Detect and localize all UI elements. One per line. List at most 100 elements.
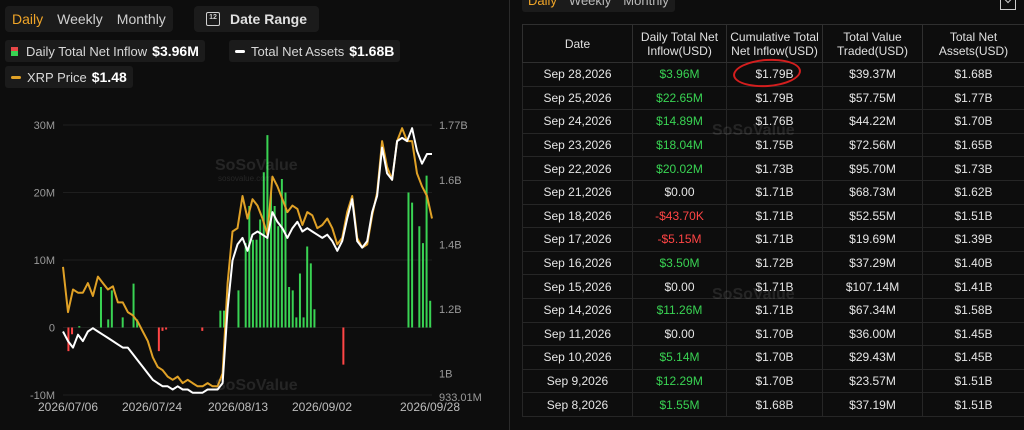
cell-daily-inflow: $0.00 (632, 274, 727, 299)
cell-value-traded: $57.75M (822, 85, 923, 111)
cell-date: Sep 24,2026 (522, 109, 633, 134)
inflow-bar (302, 317, 305, 328)
date-range-label: Date Range (230, 11, 308, 27)
watermark-sub: sosovalue.com (218, 174, 272, 183)
cell-net-assets: $1.41B (922, 274, 1024, 299)
inflow-bar (270, 192, 273, 328)
col-header-value-traded[interactable]: Total Value Traded(USD) (822, 24, 923, 63)
cell-date: Sep 23,2026 (522, 132, 633, 158)
inflow-bar (237, 290, 240, 328)
date-range-button[interactable]: 12 Date Range (194, 6, 319, 32)
cell-value-traded: $19.69M (822, 227, 923, 252)
legend-xrp-price[interactable]: XRP Price $1.48 (5, 66, 133, 88)
inflow-bar (161, 327, 164, 331)
inflow-bar (298, 273, 301, 328)
y-right-tick-label: 1B (439, 368, 452, 380)
cell-cumulative-inflow: $1.71B (726, 227, 823, 252)
inflow-bar (262, 172, 265, 328)
inflow-bar (67, 327, 70, 352)
cell-daily-inflow: $12.29M (632, 368, 727, 394)
cell-daily-inflow: $18.04M (632, 132, 727, 158)
table-tab-daily[interactable]: Daily (528, 0, 557, 8)
legend-daily-inflow[interactable]: Daily Total Net Inflow $3.96M (5, 40, 205, 62)
cell-cumulative-inflow: $1.70B (726, 321, 823, 347)
cell-date: Sep 21,2026 (522, 179, 633, 205)
y-right-tick-label: 1.6B (439, 175, 462, 187)
x-tick-label: 2026/08/13 (208, 400, 268, 414)
table-row: Sep 18,2026 -$43.70K $1.71B $52.55M $1.51B (522, 203, 1024, 229)
legend-inflow-label: Daily Total Net Inflow (26, 43, 148, 59)
col-header-net-assets[interactable]: Total Net Assets(USD) (922, 24, 1024, 63)
y-right-tick-label: 1.4B (439, 239, 462, 251)
x-tick-label: 2026/09/28 (400, 400, 460, 414)
cell-cumulative-inflow: $1.72B (726, 250, 823, 276)
cell-date: Sep 9,2026 (522, 368, 633, 394)
col-header-daily-inflow[interactable]: Daily Total Net Inflow(USD) (632, 24, 727, 63)
cell-date: Sep 8,2026 (522, 392, 633, 417)
table-tab-monthly[interactable]: Monthly (623, 0, 669, 8)
table-row: Sep 21,2026 $0.00 $1.71B $68.73M $1.62B (522, 179, 1024, 205)
cell-value-traded: $68.73M (822, 179, 923, 205)
inflow-bar (136, 319, 139, 328)
y-right-tick-label: 933.01M (439, 392, 482, 404)
cell-cumulative-inflow: $1.76B (726, 109, 823, 134)
cell-daily-inflow: $22.65M (632, 85, 727, 111)
table-row: Sep 25,2026 $22.65M $1.79B $57.75M $1.77B (522, 85, 1024, 111)
inflow-bar (407, 192, 410, 328)
col-header-cumulative-inflow[interactable]: Cumulative Total Net Inflow(USD) (726, 24, 823, 63)
cell-cumulative-inflow: $1.73B (726, 156, 823, 181)
inflow-bar (255, 239, 258, 328)
tab-monthly[interactable]: Monthly (116, 11, 166, 27)
inflow-bar (295, 317, 298, 328)
cell-date: Sep 16,2026 (522, 250, 633, 276)
y-right-tick-label: 1.2B (439, 304, 462, 316)
table-tab-weekly[interactable]: Weekly (568, 0, 612, 8)
tab-weekly[interactable]: Weekly (57, 11, 103, 27)
legend-total-net-assets[interactable]: Total Net Assets $1.68B (229, 40, 401, 62)
col-header-date[interactable]: Date (522, 24, 633, 63)
cell-net-assets: $1.45B (922, 321, 1024, 347)
table-row: Sep 8,2026 $1.55M $1.68B $37.19M $1.51B (522, 392, 1024, 417)
cell-value-traded: $107.14M (822, 274, 923, 299)
tab-daily[interactable]: Daily (12, 11, 44, 27)
cell-value-traded: $95.70M (822, 156, 923, 181)
cell-daily-inflow: $11.26M (632, 297, 727, 323)
cell-net-assets: $1.40B (922, 250, 1024, 276)
bar-swatch-icon (11, 46, 18, 56)
cell-value-traded: $23.57M (822, 368, 923, 394)
cell-daily-inflow: -$43.70K (632, 203, 727, 229)
cell-date: Sep 28,2026 (522, 62, 633, 87)
table-row: Sep 22,2026 $20.02M $1.73B $95.70M $1.73B (522, 156, 1024, 181)
cell-daily-inflow: $0.00 (632, 179, 727, 205)
cell-cumulative-inflow: $1.79B (726, 85, 823, 111)
y-left-tick-label: 10M (34, 255, 55, 267)
timeframe-tabs: Daily Weekly Monthly (5, 6, 173, 32)
cell-value-traded: $29.43M (822, 345, 923, 370)
inflow-bar (71, 327, 74, 335)
cell-cumulative-inflow: $1.71B (726, 297, 823, 323)
inflow-bar (313, 309, 316, 328)
cell-value-traded: $39.37M (822, 62, 923, 87)
cell-cumulative-inflow: $1.79B (726, 62, 823, 87)
table-row: Sep 23,2026 $18.04M $1.75B $72.56M $1.65B (522, 132, 1024, 158)
cell-cumulative-inflow: $1.68B (726, 392, 823, 417)
cell-value-traded: $37.19M (822, 392, 923, 417)
table-header-row: Date Daily Total Net Inflow(USD) Cumulat… (522, 24, 1024, 63)
legend-inflow-value: $3.96M (152, 43, 199, 59)
cell-daily-inflow: $14.89M (632, 109, 727, 134)
inflow-bar (222, 310, 225, 328)
inflow-bar (201, 327, 204, 331)
inflow-bar (248, 206, 251, 328)
inflow-bar (306, 246, 309, 328)
download-icon[interactable] (1000, 0, 1016, 10)
inflow-bar (277, 226, 280, 328)
cell-net-assets: $1.39B (922, 227, 1024, 252)
inflow-bar (219, 310, 222, 328)
cell-daily-inflow: $0.00 (632, 321, 727, 347)
cell-date: Sep 25,2026 (522, 85, 633, 111)
calendar-icon: 12 (206, 12, 220, 26)
inflow-bar (429, 300, 432, 328)
cell-date: Sep 11,2026 (522, 321, 633, 347)
inflow-bar (284, 192, 287, 328)
inflow-bar (251, 239, 254, 328)
